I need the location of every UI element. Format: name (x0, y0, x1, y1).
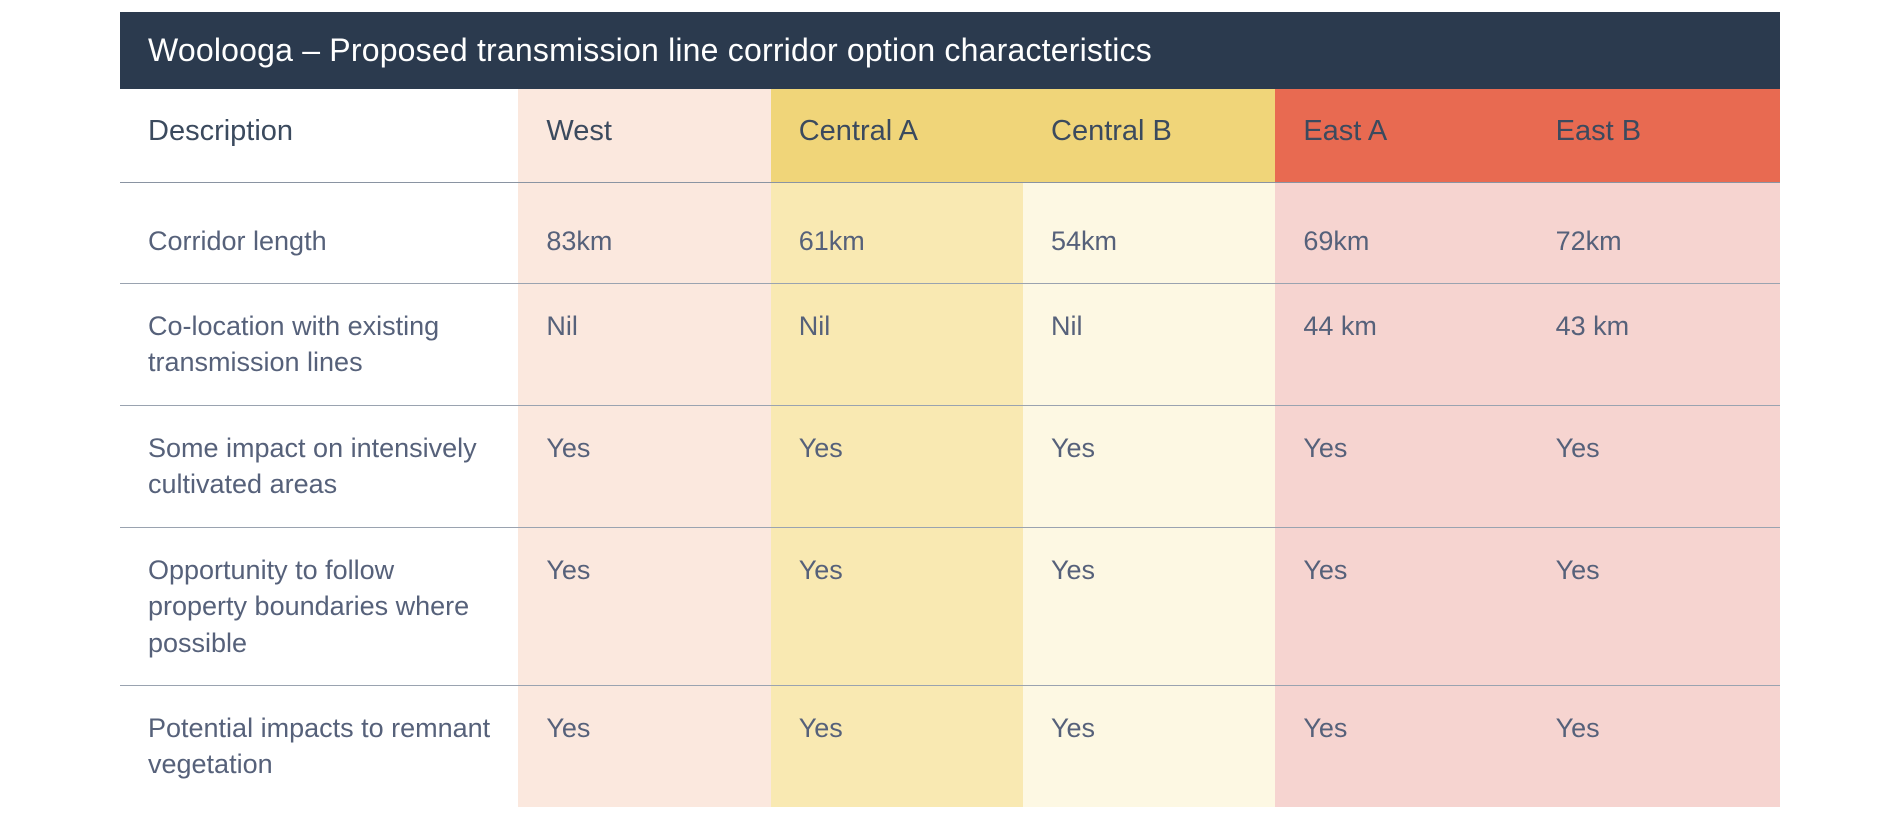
col-header-east-a: East A (1275, 89, 1527, 183)
cell-description: Co-location with existing transmission l… (120, 283, 518, 405)
table-spacer-row (120, 183, 1780, 199)
cell-description: Opportunity to follow property boundarie… (120, 527, 518, 685)
table-row: Potential impacts to remnant vegetation … (120, 686, 1780, 807)
cell-west: Yes (518, 686, 770, 807)
corridor-options-table: Woolooga – Proposed transmission line co… (120, 12, 1780, 807)
cell-west: 83km (518, 199, 770, 284)
cell-central-a: Yes (771, 527, 1023, 685)
table-row: Some impact on intensively cultivated ar… (120, 405, 1780, 527)
cell-west: Yes (518, 405, 770, 527)
col-header-central-a: Central A (771, 89, 1023, 183)
cell-east-a: 44 km (1275, 283, 1527, 405)
table-row: Corridor length 83km 61km 54km 69km 72km (120, 199, 1780, 284)
cell-central-b: Yes (1023, 405, 1275, 527)
cell-east-b: Yes (1528, 686, 1780, 807)
cell-east-a: 69km (1275, 199, 1527, 284)
col-header-west: West (518, 89, 770, 183)
table-row: Co-location with existing transmission l… (120, 283, 1780, 405)
cell-west: Yes (518, 527, 770, 685)
cell-east-b: Yes (1528, 405, 1780, 527)
table-title: Woolooga – Proposed transmission line co… (120, 12, 1780, 89)
cell-central-a: 61km (771, 199, 1023, 284)
data-table: Description West Central A Central B Eas… (120, 89, 1780, 807)
cell-central-b: 54km (1023, 199, 1275, 284)
col-header-central-b: Central B (1023, 89, 1275, 183)
cell-east-a: Yes (1275, 527, 1527, 685)
cell-west: Nil (518, 283, 770, 405)
cell-description: Corridor length (120, 199, 518, 284)
table-row: Opportunity to follow property boundarie… (120, 527, 1780, 685)
cell-central-b: Nil (1023, 283, 1275, 405)
cell-east-b: Yes (1528, 527, 1780, 685)
cell-description: Some impact on intensively cultivated ar… (120, 405, 518, 527)
cell-description: Potential impacts to remnant vegetation (120, 686, 518, 807)
cell-east-b: 43 km (1528, 283, 1780, 405)
col-header-description: Description (120, 89, 518, 183)
cell-east-a: Yes (1275, 405, 1527, 527)
cell-central-b: Yes (1023, 527, 1275, 685)
cell-east-a: Yes (1275, 686, 1527, 807)
cell-central-b: Yes (1023, 686, 1275, 807)
col-header-east-b: East B (1528, 89, 1780, 183)
cell-central-a: Yes (771, 405, 1023, 527)
cell-central-a: Nil (771, 283, 1023, 405)
page-wrapper: Woolooga – Proposed transmission line co… (0, 0, 1900, 827)
cell-east-b: 72km (1528, 199, 1780, 284)
cell-central-a: Yes (771, 686, 1023, 807)
table-header-row: Description West Central A Central B Eas… (120, 89, 1780, 183)
